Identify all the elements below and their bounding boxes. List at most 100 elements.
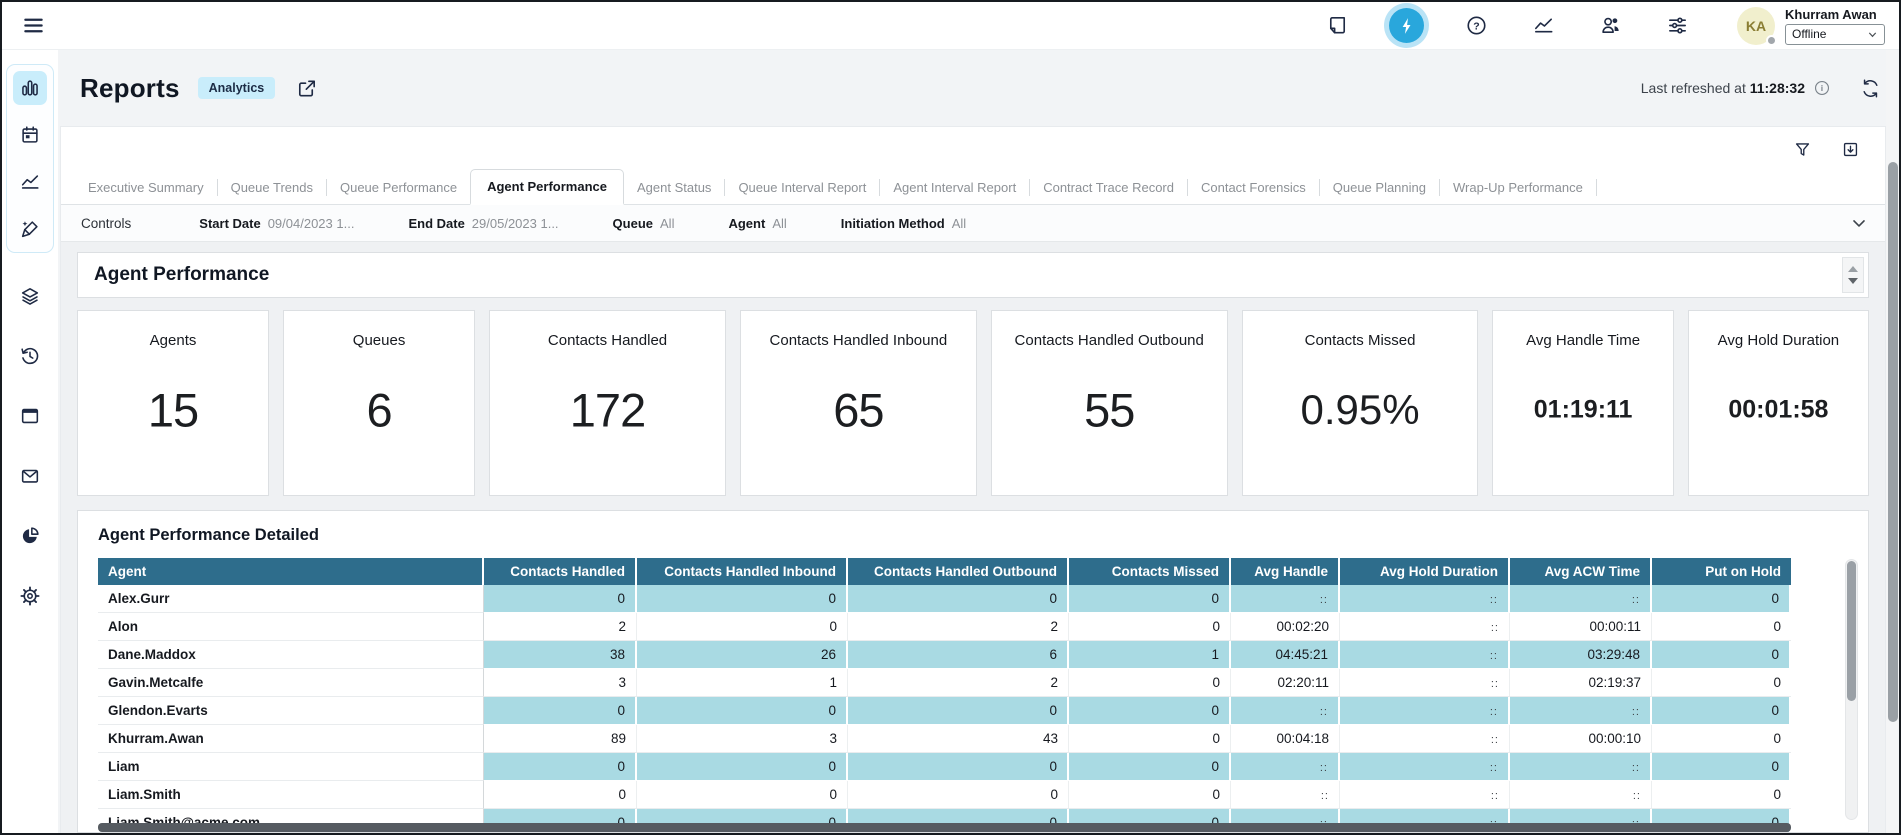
sidebar-item-calendar[interactable]	[13, 118, 47, 152]
tab-queue-planning[interactable]: Queue Planning	[1332, 180, 1426, 195]
tab-separator	[1318, 179, 1320, 196]
kpi-label: Avg Hold Duration	[1717, 332, 1840, 349]
cell-contacts-missed: 0	[1069, 613, 1231, 641]
table-row-alex-gurr: Alex.Gurr 0 0 0 0:::::: 0	[98, 585, 1791, 613]
avatar[interactable]: KA	[1737, 6, 1777, 46]
lightning-icon-active[interactable]	[1389, 8, 1424, 43]
tab-queue-trends[interactable]: Queue Trends	[230, 180, 313, 195]
tab-contact-forensics[interactable]: Contact Forensics	[1200, 180, 1306, 195]
metrics-icon[interactable]	[1528, 11, 1558, 41]
page-scrollbar[interactable]	[1886, 50, 1899, 833]
help-icon[interactable]: ?	[1461, 11, 1491, 41]
cell-contacts-missed: 0	[1069, 669, 1231, 697]
cell-contacts-handled-outbound: 0	[848, 781, 1069, 809]
cell-agent: Liam.Smith	[98, 781, 484, 809]
sliders-icon[interactable]	[1662, 11, 1692, 41]
column-header-contacts-missed[interactable]: Contacts Missed	[1069, 558, 1231, 585]
kpi-card-queues: Queues 6	[283, 310, 476, 496]
kpi-card-agents: Agents 15	[77, 310, 270, 496]
controls-label: Controls	[81, 215, 132, 231]
cell-avg-handle: ::	[1231, 781, 1340, 809]
filter-icon[interactable]	[1787, 134, 1817, 164]
column-header-contacts-handled-outbound[interactable]: Contacts Handled Outbound	[848, 558, 1069, 585]
tab-agent-interval-report[interactable]: Agent Interval Report	[893, 180, 1017, 195]
cell-avg-handle: 00:02:20	[1231, 613, 1340, 641]
column-header-contacts-handled-inbound[interactable]: Contacts Handled Inbound	[637, 558, 848, 585]
tab-wrap-up-performance[interactable]: Wrap-Up Performance	[1453, 180, 1583, 195]
cell-put-on-hold: 0	[1652, 585, 1791, 613]
column-header-put-on-hold[interactable]: Put on Hold	[1652, 558, 1791, 585]
control-agent[interactable]: Agent All	[728, 215, 787, 231]
cell-contacts-handled-inbound: 26	[637, 641, 848, 669]
column-header-avg-hold-duration[interactable]: Avg Hold Duration	[1340, 558, 1510, 585]
download-icon[interactable]	[1835, 134, 1865, 164]
agent-performance-table: Agent Contacts Handled Contacts Handled In…	[98, 558, 1791, 832]
stepper-down-icon[interactable]	[1848, 278, 1858, 284]
cell-avg-acw-time: ::	[1510, 753, 1652, 781]
svg-text:i: i	[1821, 83, 1823, 93]
stepper-up-icon[interactable]	[1848, 266, 1858, 272]
kpi-label: Contacts Handled	[547, 332, 668, 349]
note-icon[interactable]	[1322, 11, 1352, 41]
cell-put-on-hold: 0	[1652, 781, 1791, 809]
sidebar-item-pie-chart[interactable]	[13, 519, 47, 553]
table-row-glendon-evarts: Glendon.Evarts 0 0 0 0:::::: 0	[98, 697, 1791, 725]
tab-agent-performance[interactable]: Agent Performance	[470, 169, 624, 205]
cell-contacts-handled-inbound: 1	[637, 669, 848, 697]
cell-contacts-handled-inbound: 0	[637, 753, 848, 781]
external-link-icon[interactable]	[291, 73, 321, 103]
cell-agent: Gavin.Metcalfe	[98, 669, 484, 697]
control-initiation-method[interactable]: Initiation Method All	[840, 215, 967, 231]
column-header-contacts-handled[interactable]: Contacts Handled	[484, 558, 637, 585]
hamburger-menu-button[interactable]	[18, 11, 48, 41]
user-name: Khurram Awan	[1785, 6, 1877, 22]
cell-avg-handle: 00:04:18	[1231, 725, 1340, 753]
section-title: Agent Performance	[94, 264, 270, 285]
control-queue[interactable]: Queue All	[612, 215, 675, 231]
tab-contract-trace-record[interactable]: Contract Trace Record	[1043, 180, 1174, 195]
sidebar-item-design[interactable]	[13, 212, 47, 246]
controls-collapse-chevron[interactable]	[1849, 213, 1869, 238]
refresh-button[interactable]	[1855, 73, 1885, 103]
sidebar-item-window[interactable]	[13, 399, 47, 433]
column-header-avg-acw-time[interactable]: Avg ACW Time	[1510, 558, 1652, 585]
tab-agent-status[interactable]: Agent Status	[636, 180, 712, 195]
table-vertical-scrollbar[interactable]	[1845, 559, 1858, 820]
scrollbar-thumb[interactable]	[1847, 561, 1856, 701]
sidebar-item-mail[interactable]	[13, 459, 47, 493]
cell-contacts-missed: 1	[1069, 641, 1231, 669]
cell-contacts-missed: 0	[1069, 725, 1231, 753]
cell-contacts-handled: 38	[484, 641, 637, 669]
tab-executive-summary[interactable]: Executive Summary	[88, 180, 204, 195]
control-start-date[interactable]: Start Date 09/04/2023 1...	[199, 215, 355, 231]
tab-separator	[1029, 179, 1031, 196]
sidebar-item-line-chart[interactable]	[13, 165, 47, 199]
tab-queue-interval-report[interactable]: Queue Interval Report	[738, 180, 867, 195]
cell-put-on-hold: 0	[1652, 641, 1791, 669]
status-select[interactable]: Offline	[1785, 23, 1885, 45]
kpi-value: 6	[366, 383, 393, 437]
topbar-actions: ? KA Khurram Awan Offline	[1322, 6, 1885, 46]
section-scroll-stepper[interactable]	[1842, 257, 1864, 293]
sidebar-item-history[interactable]	[13, 339, 47, 373]
cell-avg-acw-time: 00:00:11	[1510, 613, 1652, 641]
control-end-date[interactable]: End Date 29/05/2023 1...	[408, 215, 559, 231]
page-title: Reports	[80, 72, 180, 103]
cell-put-on-hold: 0	[1652, 669, 1791, 697]
kpi-card-avg-hold-duration: Avg Hold Duration 00:01:58	[1687, 310, 1870, 496]
page-scrollbar-thumb[interactable]	[1887, 162, 1898, 722]
report-tabs: Executive Summary Queue Trends Queue Perfo…	[61, 169, 1885, 205]
users-icon[interactable]	[1595, 11, 1625, 41]
cell-contacts-handled-outbound: 0	[848, 753, 1069, 781]
sidebar-item-layers[interactable]	[13, 279, 47, 313]
sidebar-item-bar-chart[interactable]	[13, 71, 47, 105]
info-icon[interactable]: i	[1813, 79, 1831, 97]
table-header-row: Agent Contacts Handled Contacts Handled In…	[98, 558, 1791, 585]
cell-avg-handle: 02:20:11	[1231, 669, 1340, 697]
cell-contacts-handled-inbound: 0	[637, 613, 848, 641]
column-header-avg-handle[interactable]: Avg Handle	[1231, 558, 1340, 585]
column-header-agent[interactable]: Agent	[98, 558, 484, 585]
sidebar-item-gear[interactable]	[13, 579, 47, 613]
table-horizontal-scrollbar[interactable]	[98, 823, 1791, 832]
tab-queue-performance[interactable]: Queue Performance	[339, 180, 458, 195]
